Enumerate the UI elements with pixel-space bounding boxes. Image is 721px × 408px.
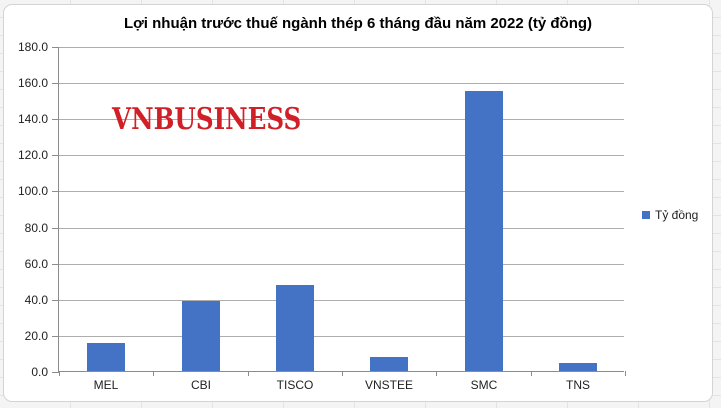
x-axis-tick bbox=[531, 371, 532, 376]
y-axis-tick bbox=[52, 155, 59, 156]
y-axis-label: 140.0 bbox=[17, 112, 48, 126]
x-axis-label-tns: TNS bbox=[566, 378, 590, 392]
x-axis-label-vnstee: VNSTEE bbox=[364, 378, 414, 392]
x-axis-label-mel: MEL bbox=[93, 378, 119, 392]
y-axis-label: 60.0 bbox=[24, 257, 48, 271]
x-axis-tick bbox=[436, 371, 437, 376]
y-axis-label: 120.0 bbox=[17, 148, 48, 162]
y-axis-label: 20.0 bbox=[24, 329, 48, 343]
bar-tisco[interactable] bbox=[276, 285, 314, 371]
y-axis-tick bbox=[52, 191, 59, 192]
gridline bbox=[59, 191, 624, 192]
y-axis-tick bbox=[52, 372, 59, 373]
vnbusiness-watermark: VNBUSINESS bbox=[112, 102, 302, 137]
x-axis-label-tisco: TISCO bbox=[276, 378, 314, 392]
y-axis-label: 160.0 bbox=[17, 76, 48, 90]
y-axis-label: 180.0 bbox=[17, 40, 48, 54]
bar-mel[interactable] bbox=[87, 343, 125, 371]
chart-title[interactable]: Lợi nhuận trước thuế ngành thép 6 tháng … bbox=[123, 15, 593, 32]
legend-marker-square-icon bbox=[642, 211, 650, 219]
legend[interactable]: Tỷ đồng bbox=[642, 208, 698, 222]
x-axis-tick bbox=[153, 371, 154, 376]
bar-vnstee[interactable] bbox=[370, 357, 408, 371]
y-axis-label: 100.0 bbox=[17, 184, 48, 198]
gridline bbox=[59, 264, 624, 265]
y-axis-tick bbox=[52, 119, 59, 120]
x-axis-tick bbox=[59, 371, 60, 376]
y-axis-tick bbox=[52, 228, 59, 229]
y-axis-tick bbox=[52, 264, 59, 265]
x-axis-tick bbox=[248, 371, 249, 376]
bar-smc[interactable] bbox=[465, 91, 503, 371]
y-axis-tick bbox=[52, 83, 59, 84]
x-axis-label-smc: SMC bbox=[470, 378, 498, 392]
gridline bbox=[59, 119, 624, 120]
y-axis-tick bbox=[52, 336, 59, 337]
x-axis-tick bbox=[625, 371, 626, 376]
plot-area: 180.0 160.0 140.0 120.0 100.0 80.0 60.0 40.0 20.… bbox=[18, 40, 626, 392]
gridline bbox=[59, 300, 624, 301]
y-axis-tick bbox=[52, 300, 59, 301]
bar-cbi[interactable] bbox=[182, 301, 220, 371]
x-axis-label-cbi: CBI bbox=[190, 378, 212, 392]
x-axis-tick bbox=[342, 371, 343, 376]
gridline bbox=[59, 83, 624, 84]
bar-tns[interactable] bbox=[559, 363, 597, 371]
gridline bbox=[59, 228, 624, 229]
gridline bbox=[59, 155, 624, 156]
y-axis-tick bbox=[52, 47, 59, 48]
legend-label: Tỷ đồng bbox=[655, 208, 699, 222]
gridline bbox=[59, 336, 624, 337]
y-axis-label: 80.0 bbox=[24, 221, 48, 235]
gridline bbox=[59, 47, 624, 48]
y-axis-label: 0.0 bbox=[31, 365, 48, 379]
chart-object[interactable]: Lợi nhuận trước thuế ngành thép 6 tháng … bbox=[3, 4, 713, 402]
y-axis-label: 40.0 bbox=[24, 293, 48, 307]
